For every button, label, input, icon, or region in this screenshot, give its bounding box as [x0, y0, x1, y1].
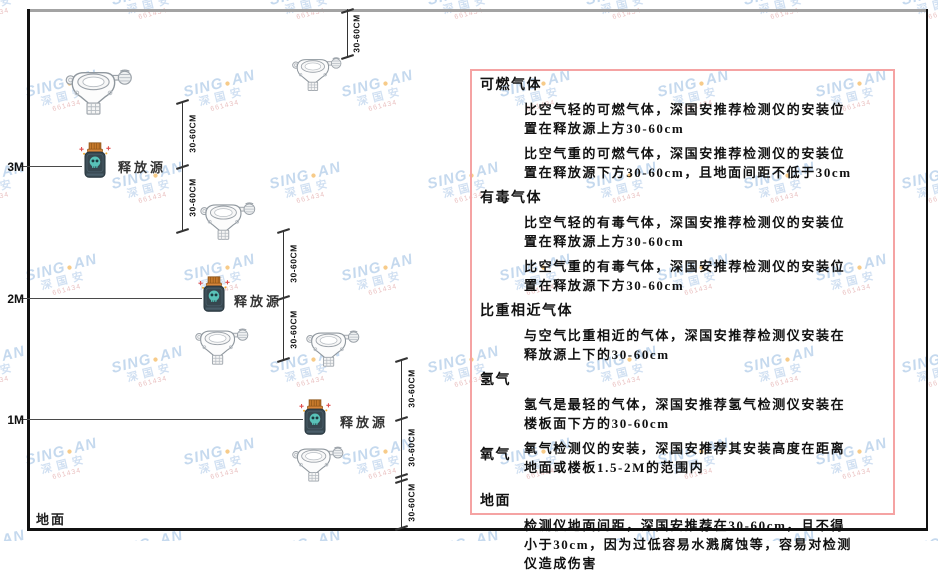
panel-section-heading: 氧气 — [480, 448, 511, 463]
panel-paragraph: 检测仪地面间距，深国安推荐在30-60cm，且不得小于30cm，因为过低容易水溅… — [524, 518, 852, 571]
panel-paragraph: 与空气比重相近的气体，深国安推荐检测仪安装在释放源上下的30-60cm — [524, 328, 846, 362]
panel-section-heading: 氢气 — [480, 373, 511, 388]
diagram-area: 3M 2M 1M 地面 释放源 释放源 释放源 30-60CM 30-60CM … — [7, 8, 928, 531]
height-label-3m: 3M — [7, 160, 24, 174]
gas-detector-icon — [291, 444, 345, 484]
dimension-label: 30-60CM — [288, 244, 299, 283]
dimension-label: 30-60CM — [351, 14, 362, 53]
dimension-label: 30-60CM — [406, 369, 417, 408]
panel-section: 氧气 氧气检测仪的安装，深国安推荐其安装高度在距离地面或楼板1.5-2M的范围内 — [480, 439, 881, 477]
panel-section: 氢气 氢气是最轻的气体，深国安推荐氢气检测仪安装在楼板面下方的30-60cm — [480, 369, 881, 433]
panel-paragraph: 氧气检测仪的安装，深国安推荐其安装高度在距离地面或楼板1.5-2M的范围内 — [524, 441, 846, 475]
level-line-3m — [20, 166, 82, 167]
dimension-tick — [277, 357, 290, 363]
release-source-label: 释放源 — [340, 415, 389, 430]
dimension-line — [401, 360, 402, 529]
panel-section-heading: 可燃气体 — [480, 78, 542, 93]
panel-paragraph: 比空气轻的可燃气体，深国安推荐检测仪的安装位置在释放源上方30-60cm — [524, 102, 846, 136]
panel-section-body: 氧气检测仪的安装，深国安推荐其安装高度在距离地面或楼板1.5-2M的范围内 — [480, 439, 881, 477]
height-axis — [27, 9, 30, 531]
panel-section: 比重相近气体 与空气比重相近的气体，深国安推荐检测仪安装在释放源上下的30-60… — [480, 300, 881, 364]
gas-detector-icon — [305, 329, 361, 368]
right-wall-line — [926, 9, 928, 531]
dimension-label: 30-60CM — [406, 428, 417, 467]
panel-section-body: 比空气轻的可燃气体，深国安推荐检测仪的安装位置在释放源上方30-60cm 比空气重… — [480, 100, 881, 182]
floor-line — [27, 528, 928, 531]
panel-paragraph: 比空气重的可燃气体，深国安推荐检测仪的安装位置在释放源下方30-60cm，且地面… — [524, 146, 852, 180]
height-label-1m: 1M — [7, 413, 24, 427]
panel-section: 可燃气体 比空气轻的可燃气体，深国安推荐检测仪的安装位置在释放源上方30-60c… — [480, 74, 881, 182]
dimension-line — [283, 231, 284, 360]
panel-section-body: 检测仪地面间距，深国安推荐在30-60cm，且不得小于30cm，因为过低容易水溅… — [480, 516, 881, 573]
panel-section-body: 与空气比重相近的气体，深国安推荐检测仪安装在释放源上下的30-60cm — [480, 326, 881, 364]
height-label-2m: 2M — [7, 292, 24, 306]
panel-paragraph: 比空气重的有毒气体，深国安推荐检测仪的安装位置在释放源下方30-60cm — [524, 259, 846, 293]
info-panel: 可燃气体 比空气轻的可燃气体，深国安推荐检测仪的安装位置在释放源上方30-60c… — [470, 69, 895, 571]
dimension-label: 30-60CM — [187, 114, 198, 153]
panel-section-heading: 地面 — [480, 494, 511, 509]
panel-section-heading: 比重相近气体 — [480, 304, 573, 319]
gas-detector-icon — [199, 201, 257, 241]
release-source-icon — [197, 276, 231, 313]
panel-section-heading: 有毒气体 — [480, 191, 542, 206]
dimension-tick — [176, 228, 189, 234]
release-source-icon — [298, 399, 332, 436]
panel-section: 有毒气体 比空气轻的有毒气体，深国安推荐检测仪的安装位置在释放源上方30-60c… — [480, 187, 881, 295]
panel-section-body: 比空气轻的有毒气体，深国安推荐检测仪的安装位置在释放源上方30-60cm 比空气重… — [480, 213, 881, 295]
dimension-line — [347, 9, 348, 58]
dimension-label: 30-60CM — [406, 483, 417, 522]
panel-paragraph: 比空气轻的有毒气体，深国安推荐检测仪的安装位置在释放源上方30-60cm — [524, 215, 846, 249]
dimension-label: 30-60CM — [288, 310, 299, 349]
gas-detector-icon — [291, 56, 343, 92]
release-source-label: 释放源 — [118, 160, 167, 175]
ceiling-line — [27, 9, 928, 12]
panel-section-body: 氢气是最轻的气体，深国安推荐氢气检测仪安装在楼板面下方的30-60cm — [480, 395, 881, 433]
gas-detector-icon — [64, 68, 134, 116]
dimension-label: 30-60CM — [187, 178, 198, 217]
ground-label: 地面 — [36, 512, 67, 527]
release-source-icon — [78, 142, 112, 179]
level-line-2m — [20, 298, 202, 299]
release-source-label: 释放源 — [234, 294, 283, 309]
panel-paragraph: 氢气是最轻的气体，深国安推荐氢气检测仪安装在楼板面下方的30-60cm — [524, 397, 846, 431]
level-line-1m — [20, 419, 303, 420]
gas-detector-icon — [194, 327, 250, 366]
panel-section: 地面 检测仪地面间距，深国安推荐在30-60cm，且不得小于30cm，因为过低容… — [480, 490, 881, 573]
